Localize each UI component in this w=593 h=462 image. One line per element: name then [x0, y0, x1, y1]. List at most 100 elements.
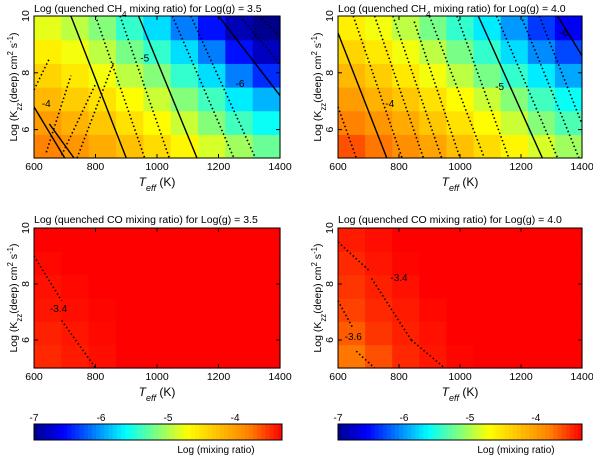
x-tick-label: 1200: [207, 161, 231, 173]
colorbar-swatch: [211, 424, 217, 440]
colorbar-swatch: [273, 424, 279, 440]
label-part: s: [312, 43, 324, 51]
colorbar-swatch: [203, 424, 209, 440]
contour-line: [94, 15, 146, 159]
label-part: eff: [146, 393, 158, 403]
label-part: (deep) cm: [8, 55, 20, 103]
heatmap-cell: [116, 228, 144, 252]
colorbar-swatch: [431, 424, 437, 440]
heatmap-cell: [473, 298, 502, 322]
x-tick-label: 600: [329, 161, 347, 173]
heatmap-cell: [419, 344, 448, 369]
y-tick-label: 10: [324, 10, 336, 22]
heatmap-cell: [88, 63, 117, 88]
colorbar-swatch: [108, 424, 114, 440]
heatmap-cell: [143, 344, 172, 369]
heatmap-cell: [338, 134, 366, 159]
x-tick-label: 1400: [570, 161, 593, 173]
colorbar-swatch: [468, 424, 473, 440]
heatmap-cell: [554, 321, 583, 346]
heatmap-cell: [338, 87, 366, 112]
colorbar-swatch: [439, 424, 445, 440]
label-part: Log (quenched CH: [338, 3, 426, 15]
heatmap-cell: [143, 251, 172, 276]
heatmap-cell: [88, 134, 117, 159]
heatmap-cell: [338, 344, 366, 369]
heatmap-cell: [419, 274, 448, 299]
colorbar-tick-label: -6: [97, 413, 106, 424]
colorbar-swatch: [521, 424, 526, 440]
colorbar-swatch: [67, 424, 72, 440]
label-part: T: [442, 175, 451, 189]
heatmap-cell: [365, 321, 393, 346]
colorbar-swatch: [472, 424, 477, 440]
heatmap-cell: [34, 87, 62, 112]
heatmap-cell: [252, 251, 281, 276]
heatmap-cell: [554, 251, 583, 276]
heatmap-cell: [554, 39, 583, 64]
label-part: (deep) cm: [312, 55, 324, 103]
label-part: zz: [319, 314, 328, 322]
colorbar-swatch: [484, 424, 489, 440]
panel-title: Log (quenched CO mixing ratio) for Log(g…: [338, 214, 562, 226]
heatmap-cell: [527, 39, 556, 64]
colorbar-swatch: [100, 424, 105, 440]
x-axis-label: Teff (K): [139, 385, 176, 403]
x-tick-label: 600: [25, 161, 43, 173]
heatmap-cell: [527, 16, 556, 41]
heatmap-cell: [527, 344, 556, 369]
heatmap-cell: [225, 344, 254, 369]
colorbar-swatch: [186, 424, 192, 440]
heatmap-cell: [34, 63, 62, 88]
panel-title: Log (quenched CH4 mixing ratio) for Log(…: [338, 3, 566, 19]
heatmap-cell: [198, 251, 226, 276]
contour-line: [373, 15, 425, 159]
heatmap-cell: [554, 228, 583, 252]
heatmap-cell: [419, 134, 448, 159]
heatmap-cell: [365, 63, 393, 88]
x-tick-label: 1400: [570, 371, 593, 383]
heatmap-cell: [338, 321, 366, 346]
heatmap-cell: [338, 110, 366, 135]
contour-label: -3.4: [390, 273, 408, 284]
y-tick-label: 8: [324, 281, 336, 287]
heatmap-cell: [419, 16, 448, 41]
colorbar-swatch: [382, 424, 388, 440]
contour-line: [337, 241, 370, 271]
colorbar-swatch: [207, 424, 213, 440]
label-part: zz: [15, 103, 24, 111]
heatmap-cell: [116, 298, 144, 322]
colorbar-swatch: [162, 424, 167, 440]
colorbar-swatch: [277, 424, 283, 440]
colorbar-tick-label: -7: [334, 413, 343, 424]
label-part: 2: [310, 51, 319, 55]
colorbar-swatch: [476, 424, 481, 440]
heatmap-cell: [88, 274, 117, 299]
heatmap-cell: [225, 228, 254, 252]
heatmap-cell: [419, 110, 448, 135]
heatmap-cell: [88, 228, 117, 252]
heatmap-cell: [527, 110, 556, 135]
label-part: Log (K: [8, 322, 20, 353]
heatmap-cell: [500, 228, 529, 252]
colorbar-swatch: [58, 424, 64, 440]
colorbar-swatch: [153, 424, 159, 440]
heatmap-cell: [392, 134, 420, 159]
x-tick-label: 800: [390, 371, 408, 383]
x-tick-label: 1200: [207, 371, 231, 383]
heatmap-cell: [170, 39, 199, 64]
heatmap-cell: [252, 228, 281, 252]
heatmap-cell: [527, 298, 556, 322]
colorbar-swatch: [38, 424, 43, 440]
colorbar-swatch: [537, 424, 542, 440]
heatmap-cell: [527, 63, 556, 88]
colorbar-swatch: [460, 424, 465, 440]
label-part: zz: [15, 314, 24, 322]
colorbar-swatch: [42, 424, 47, 440]
heatmap-cell: [338, 16, 366, 41]
heatmap-cell: [198, 274, 226, 299]
x-axis-label: Teff (K): [442, 385, 479, 403]
contour-line: [76, 61, 115, 159]
